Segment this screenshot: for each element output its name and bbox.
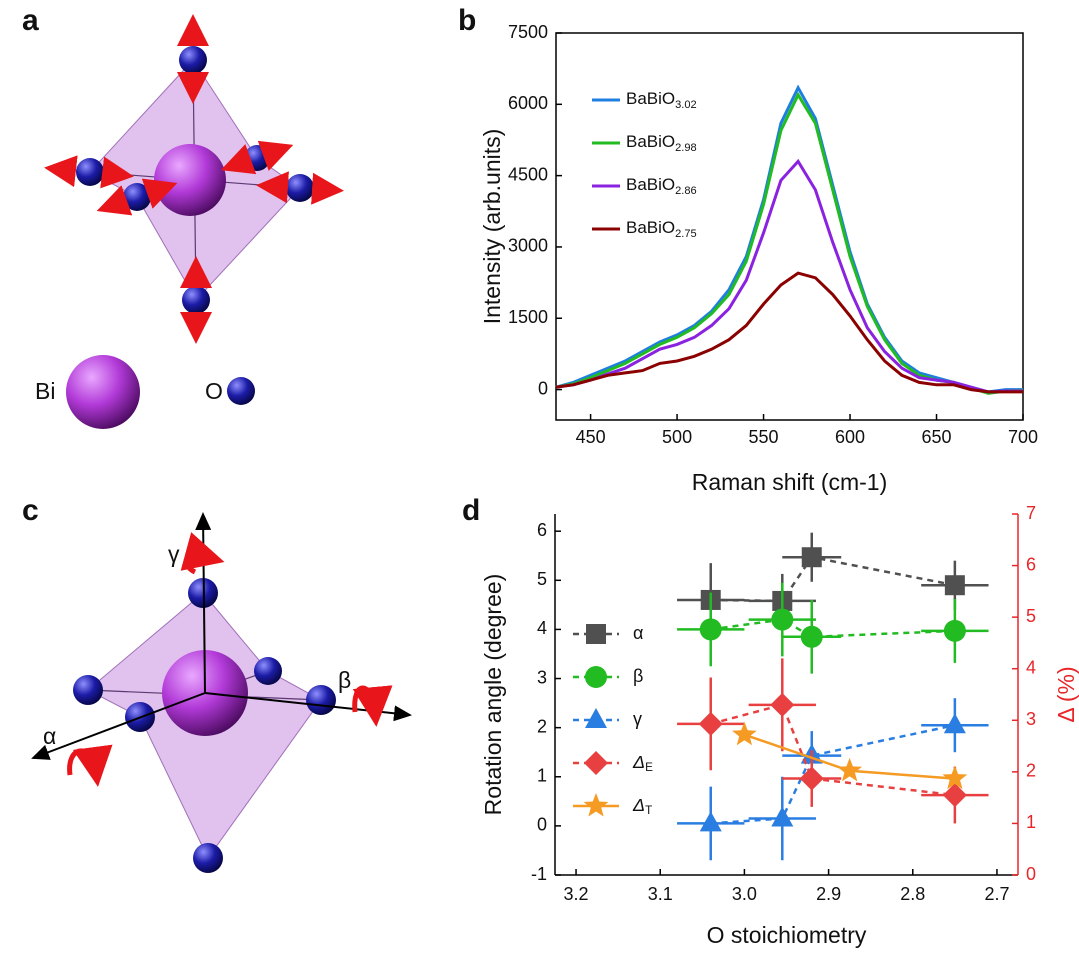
y-tick-label: 1 (537, 766, 547, 786)
marker (943, 713, 966, 734)
marker (771, 608, 794, 631)
x-tick-label: 3.1 (648, 884, 673, 904)
legend-label: BaBiO3.02 (626, 89, 697, 110)
marker (799, 766, 824, 791)
spectrum-line (555, 271, 1023, 394)
y2-tick-label: 0 (1026, 864, 1036, 884)
marker (732, 721, 757, 746)
legend-label: α (633, 623, 643, 643)
y-axis-label: Rotation angle (degree) (480, 574, 506, 816)
x-axis-label: O stoichiometry (707, 922, 867, 948)
marker (698, 711, 723, 736)
y-tick-label: 2 (537, 716, 547, 736)
y-tick-label: 4 (537, 618, 547, 638)
y2-tick-label: 6 (1026, 554, 1036, 574)
x-tick-label: 3.0 (732, 884, 757, 904)
axis-label: β (338, 667, 351, 693)
y-tick-label: 3000 (508, 236, 548, 256)
marker (584, 751, 608, 775)
y-tick-label: 4500 (508, 164, 548, 184)
legend-label: BaBiO2.98 (626, 132, 697, 153)
y2-tick-label: 3 (1026, 709, 1036, 729)
legend-label: O (205, 378, 223, 404)
marker (942, 765, 968, 790)
x-tick-label: 2.8 (900, 884, 925, 904)
y2-tick-label: 5 (1026, 606, 1036, 626)
series-line (710, 555, 956, 603)
panel-label: d (462, 494, 480, 527)
marker (770, 692, 795, 717)
y-tick-label: 7500 (508, 22, 548, 42)
panel-label: b (458, 4, 476, 37)
spectrum-line (555, 158, 1023, 394)
plot-frame (555, 32, 1024, 421)
marker (801, 547, 822, 568)
y2-tick-label: 1 (1026, 812, 1036, 832)
marker (837, 757, 863, 782)
legend-label: ΔE (632, 752, 653, 774)
marker (585, 666, 607, 688)
axis-label: γ (168, 541, 180, 567)
series-line (710, 618, 955, 639)
y-tick-label: 6 (537, 520, 547, 540)
y-tick-label: -1 (531, 864, 547, 884)
y-tick-label: 6000 (508, 93, 548, 113)
x-tick-label: 550 (749, 427, 779, 447)
marker (585, 708, 607, 728)
legend-label: BaBiO2.75 (626, 218, 697, 239)
legend-label: ΔT (632, 795, 652, 817)
x-tick-label: 3.2 (564, 884, 589, 904)
y-tick-label: 0 (537, 815, 547, 835)
y-tick-label: 5 (537, 569, 547, 589)
y-tick-label: 3 (537, 667, 547, 687)
legend-label: γ (633, 709, 642, 729)
x-tick-label: 700 (1008, 427, 1038, 447)
y-tick-label: 0 (538, 378, 548, 398)
marker (942, 783, 967, 808)
x-axis-label: Raman shift (cm-1) (692, 469, 888, 495)
octahedron-a: Bi O (35, 14, 344, 429)
x-tick-label: 450 (576, 427, 606, 447)
marker (586, 624, 606, 644)
panel-label: a (22, 4, 39, 37)
y2-tick-label: 2 (1026, 761, 1036, 781)
series-line (710, 703, 956, 797)
panel-label: c (22, 494, 39, 527)
legend-label: BaBiO2.86 (626, 175, 697, 196)
marker (943, 619, 966, 642)
y2-tick-label: 4 (1026, 657, 1036, 677)
y2-tick-label: 7 (1026, 503, 1036, 523)
legend-label: β (633, 666, 643, 686)
series-line (710, 723, 956, 825)
x-tick-label: 2.7 (984, 884, 1009, 904)
octahedron-c: γ β α (31, 512, 412, 873)
y-tick-label: 1500 (508, 307, 548, 327)
y-axis-label: Intensity (arb.units) (479, 129, 505, 325)
x-tick-label: 650 (921, 427, 951, 447)
marker (800, 625, 823, 648)
marker (699, 811, 722, 832)
y2-axis-label: Δ (%) (1053, 666, 1079, 722)
x-tick-label: 2.9 (816, 884, 841, 904)
axis-label: α (43, 723, 56, 749)
marker (583, 793, 609, 817)
x-tick-label: 600 (835, 427, 865, 447)
legend-label: Bi (35, 378, 55, 404)
marker (944, 575, 965, 596)
marker (699, 618, 722, 641)
x-tick-label: 500 (662, 427, 692, 447)
marker (771, 806, 794, 827)
